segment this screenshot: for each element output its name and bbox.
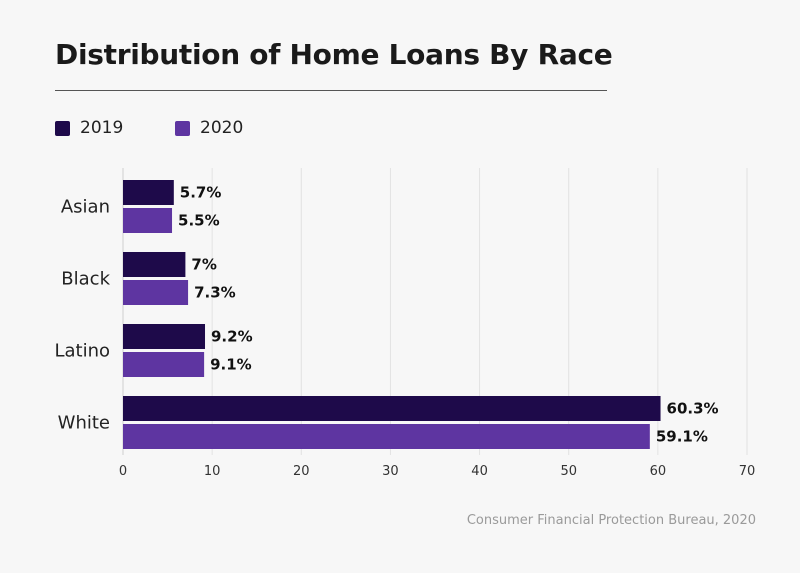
category-label: Asian	[61, 197, 110, 218]
data-label: 5.7%	[180, 184, 222, 202]
data-label: 5.5%	[178, 212, 220, 230]
bar-2020-black	[123, 280, 189, 305]
x-tick-label: 70	[739, 464, 756, 479]
x-tick-label: 40	[471, 464, 488, 479]
bar-2019-latino	[123, 324, 206, 349]
x-tick-label: 60	[650, 464, 667, 479]
legend-item-2020: 2020	[175, 118, 243, 138]
data-label: 9.1%	[210, 356, 252, 374]
bar-2020-latino	[123, 352, 205, 377]
legend-item-2019: 2019	[55, 118, 123, 138]
source-note: Consumer Financial Protection Bureau, 20…	[466, 513, 756, 528]
bar-2019-asian	[123, 180, 174, 205]
data-label: 59.1%	[656, 428, 708, 446]
data-label: 7.3%	[194, 284, 236, 302]
x-tick-label: 0	[119, 464, 127, 479]
category-label: White	[58, 413, 110, 434]
bar-2020-white	[123, 424, 650, 449]
legend-label-2019: 2019	[80, 118, 124, 138]
data-label: 7%	[191, 256, 216, 274]
title-divider	[55, 90, 607, 91]
x-tick-label: 10	[204, 464, 221, 479]
data-label: 60.3%	[667, 400, 719, 418]
x-tick-label: 50	[560, 464, 577, 479]
data-label: 9.2%	[211, 328, 253, 346]
legend-label-2020: 2020	[200, 118, 244, 138]
legend-swatch-2019	[55, 120, 70, 136]
bar-2019-white	[123, 396, 661, 421]
x-tick-label: 20	[293, 464, 310, 479]
bar-2019-black	[123, 252, 186, 277]
bar-2020-asian	[123, 208, 173, 233]
category-label: Black	[61, 269, 110, 290]
category-label: Latino	[54, 341, 110, 362]
legend-swatch-2020	[175, 120, 190, 136]
chart-title: Distribution of Home Loans By Race	[55, 38, 613, 71]
x-tick-label: 30	[382, 464, 399, 479]
